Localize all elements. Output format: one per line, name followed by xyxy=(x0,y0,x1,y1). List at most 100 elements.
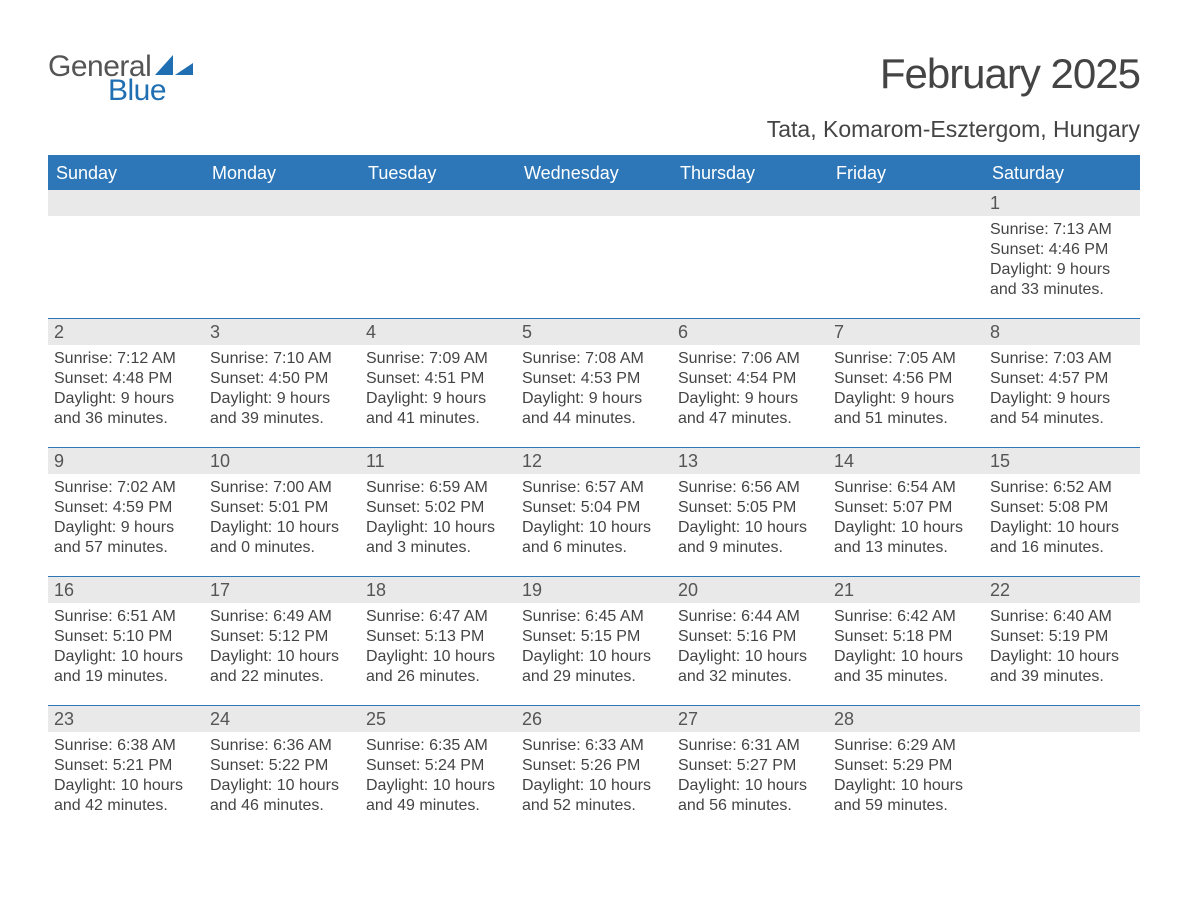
daylight-text: Daylight: 10 hours and 29 minutes. xyxy=(522,647,666,687)
day-cell: 4Sunrise: 7:09 AMSunset: 4:51 PMDaylight… xyxy=(360,319,516,447)
daylight-text: Daylight: 10 hours and 13 minutes. xyxy=(834,518,978,558)
daylight-text: Daylight: 9 hours and 33 minutes. xyxy=(990,260,1134,300)
sunset-text: Sunset: 5:29 PM xyxy=(834,756,978,776)
week-row: 23Sunrise: 6:38 AMSunset: 5:21 PMDayligh… xyxy=(48,705,1140,834)
sunrise-text: Sunrise: 6:59 AM xyxy=(366,478,510,498)
day-number xyxy=(828,190,984,216)
daylight-text: Daylight: 9 hours and 51 minutes. xyxy=(834,389,978,429)
daylight-text: Daylight: 10 hours and 35 minutes. xyxy=(834,647,978,687)
day-cell: 25Sunrise: 6:35 AMSunset: 5:24 PMDayligh… xyxy=(360,706,516,834)
day-cell xyxy=(828,190,984,318)
day-body: Sunrise: 6:42 AMSunset: 5:18 PMDaylight:… xyxy=(828,603,984,695)
week-row: 16Sunrise: 6:51 AMSunset: 5:10 PMDayligh… xyxy=(48,576,1140,705)
brand-logo: General Blue xyxy=(48,50,195,108)
day-cell: 3Sunrise: 7:10 AMSunset: 4:50 PMDaylight… xyxy=(204,319,360,447)
day-number: 21 xyxy=(828,577,984,603)
day-body: Sunrise: 6:59 AMSunset: 5:02 PMDaylight:… xyxy=(360,474,516,566)
day-number: 23 xyxy=(48,706,204,732)
day-number: 10 xyxy=(204,448,360,474)
day-cell xyxy=(360,190,516,318)
day-cell: 6Sunrise: 7:06 AMSunset: 4:54 PMDaylight… xyxy=(672,319,828,447)
day-cell: 26Sunrise: 6:33 AMSunset: 5:26 PMDayligh… xyxy=(516,706,672,834)
day-body: Sunrise: 6:49 AMSunset: 5:12 PMDaylight:… xyxy=(204,603,360,695)
day-number: 9 xyxy=(48,448,204,474)
day-number: 18 xyxy=(360,577,516,603)
day-body: Sunrise: 6:33 AMSunset: 5:26 PMDaylight:… xyxy=(516,732,672,824)
day-cell: 7Sunrise: 7:05 AMSunset: 4:56 PMDaylight… xyxy=(828,319,984,447)
day-body: Sunrise: 6:51 AMSunset: 5:10 PMDaylight:… xyxy=(48,603,204,695)
day-number: 26 xyxy=(516,706,672,732)
day-body: Sunrise: 7:12 AMSunset: 4:48 PMDaylight:… xyxy=(48,345,204,437)
day-body xyxy=(204,216,360,228)
weekday-header: Sunday xyxy=(48,157,204,190)
day-body: Sunrise: 7:03 AMSunset: 4:57 PMDaylight:… xyxy=(984,345,1140,437)
daylight-text: Daylight: 10 hours and 22 minutes. xyxy=(210,647,354,687)
day-number: 13 xyxy=(672,448,828,474)
day-number: 11 xyxy=(360,448,516,474)
day-cell: 20Sunrise: 6:44 AMSunset: 5:16 PMDayligh… xyxy=(672,577,828,705)
sunrise-text: Sunrise: 7:06 AM xyxy=(678,349,822,369)
sunset-text: Sunset: 5:24 PM xyxy=(366,756,510,776)
day-body xyxy=(672,216,828,228)
sunset-text: Sunset: 5:08 PM xyxy=(990,498,1134,518)
day-number: 12 xyxy=(516,448,672,474)
day-number: 8 xyxy=(984,319,1140,345)
daylight-text: Daylight: 9 hours and 36 minutes. xyxy=(54,389,198,429)
sunset-text: Sunset: 4:48 PM xyxy=(54,369,198,389)
day-body: Sunrise: 6:36 AMSunset: 5:22 PMDaylight:… xyxy=(204,732,360,824)
weekday-header: Monday xyxy=(204,157,360,190)
day-body xyxy=(984,732,1140,744)
day-number: 5 xyxy=(516,319,672,345)
day-number: 28 xyxy=(828,706,984,732)
daylight-text: Daylight: 9 hours and 47 minutes. xyxy=(678,389,822,429)
day-cell xyxy=(516,190,672,318)
day-cell: 2Sunrise: 7:12 AMSunset: 4:48 PMDaylight… xyxy=(48,319,204,447)
sunrise-text: Sunrise: 6:38 AM xyxy=(54,736,198,756)
sunrise-text: Sunrise: 6:57 AM xyxy=(522,478,666,498)
weekday-header: Thursday xyxy=(672,157,828,190)
day-cell: 22Sunrise: 6:40 AMSunset: 5:19 PMDayligh… xyxy=(984,577,1140,705)
day-cell: 27Sunrise: 6:31 AMSunset: 5:27 PMDayligh… xyxy=(672,706,828,834)
day-number xyxy=(672,190,828,216)
sunset-text: Sunset: 5:21 PM xyxy=(54,756,198,776)
day-cell xyxy=(48,190,204,318)
sunrise-text: Sunrise: 7:03 AM xyxy=(990,349,1134,369)
day-body: Sunrise: 6:52 AMSunset: 5:08 PMDaylight:… xyxy=(984,474,1140,566)
day-number: 16 xyxy=(48,577,204,603)
day-cell: 13Sunrise: 6:56 AMSunset: 5:05 PMDayligh… xyxy=(672,448,828,576)
sunset-text: Sunset: 4:59 PM xyxy=(54,498,198,518)
sunset-text: Sunset: 4:46 PM xyxy=(990,240,1134,260)
day-cell: 17Sunrise: 6:49 AMSunset: 5:12 PMDayligh… xyxy=(204,577,360,705)
calendar-grid: SundayMondayTuesdayWednesdayThursdayFrid… xyxy=(48,155,1140,834)
day-body: Sunrise: 6:38 AMSunset: 5:21 PMDaylight:… xyxy=(48,732,204,824)
sunrise-text: Sunrise: 6:31 AM xyxy=(678,736,822,756)
daylight-text: Daylight: 9 hours and 54 minutes. xyxy=(990,389,1134,429)
day-body: Sunrise: 6:29 AMSunset: 5:29 PMDaylight:… xyxy=(828,732,984,824)
sunset-text: Sunset: 5:02 PM xyxy=(366,498,510,518)
day-body xyxy=(48,216,204,228)
sunrise-text: Sunrise: 7:09 AM xyxy=(366,349,510,369)
day-body: Sunrise: 6:44 AMSunset: 5:16 PMDaylight:… xyxy=(672,603,828,695)
daylight-text: Daylight: 10 hours and 19 minutes. xyxy=(54,647,198,687)
daylight-text: Daylight: 9 hours and 41 minutes. xyxy=(366,389,510,429)
sunset-text: Sunset: 4:56 PM xyxy=(834,369,978,389)
day-cell: 16Sunrise: 6:51 AMSunset: 5:10 PMDayligh… xyxy=(48,577,204,705)
day-body: Sunrise: 7:02 AMSunset: 4:59 PMDaylight:… xyxy=(48,474,204,566)
day-cell: 12Sunrise: 6:57 AMSunset: 5:04 PMDayligh… xyxy=(516,448,672,576)
sunset-text: Sunset: 5:07 PM xyxy=(834,498,978,518)
sunrise-text: Sunrise: 7:00 AM xyxy=(210,478,354,498)
week-row: 9Sunrise: 7:02 AMSunset: 4:59 PMDaylight… xyxy=(48,447,1140,576)
day-cell: 15Sunrise: 6:52 AMSunset: 5:08 PMDayligh… xyxy=(984,448,1140,576)
brand-word-blue: Blue xyxy=(108,74,166,108)
day-number: 25 xyxy=(360,706,516,732)
sunrise-text: Sunrise: 6:54 AM xyxy=(834,478,978,498)
daylight-text: Daylight: 10 hours and 26 minutes. xyxy=(366,647,510,687)
daylight-text: Daylight: 10 hours and 49 minutes. xyxy=(366,776,510,816)
day-cell xyxy=(672,190,828,318)
sunrise-text: Sunrise: 6:36 AM xyxy=(210,736,354,756)
day-number: 2 xyxy=(48,319,204,345)
daylight-text: Daylight: 10 hours and 59 minutes. xyxy=(834,776,978,816)
sunset-text: Sunset: 5:01 PM xyxy=(210,498,354,518)
daylight-text: Daylight: 10 hours and 42 minutes. xyxy=(54,776,198,816)
sunset-text: Sunset: 4:51 PM xyxy=(366,369,510,389)
